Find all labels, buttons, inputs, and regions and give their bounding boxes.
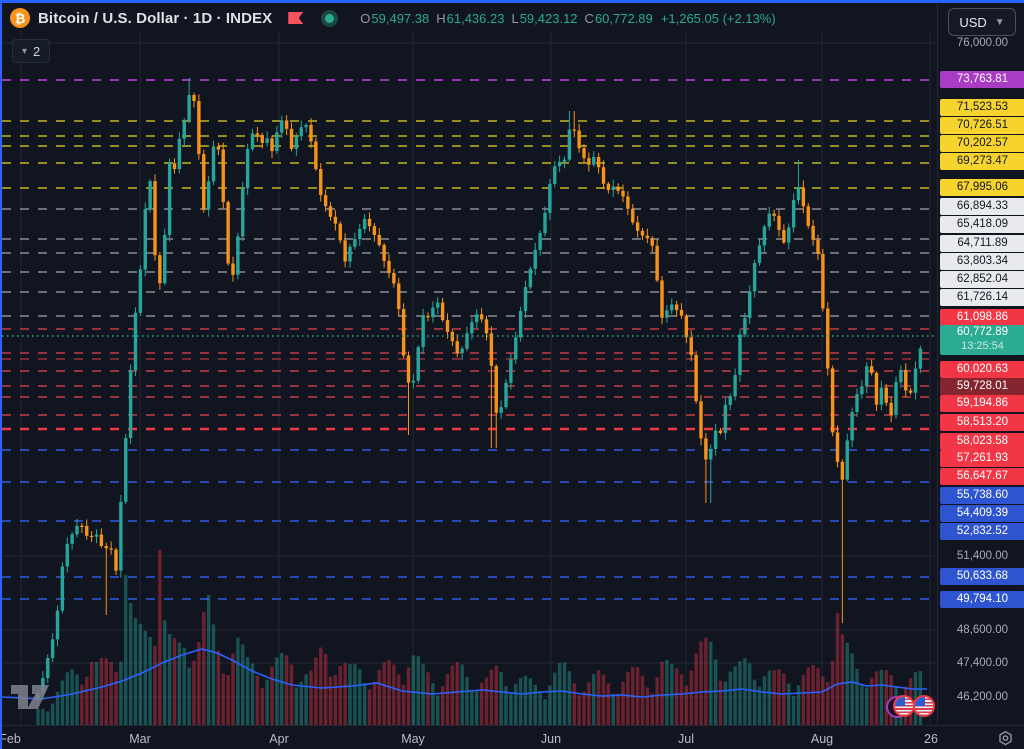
time-axis-label: Jul (678, 732, 694, 746)
price-level-label[interactable]: 66,894.33 (940, 197, 1024, 215)
price-level-label[interactable]: 61,726.14 (940, 288, 1024, 306)
price-level-label[interactable]: 61,098.86 (940, 308, 1024, 326)
price-level-label: 46,200.00 (956, 690, 1009, 703)
price-level-label[interactable]: 70,202.57 (940, 134, 1024, 152)
ohlc-readout: O59,497.38 H61,436.23 L59,423.12 C60,772.89… (360, 11, 775, 26)
price-level-label[interactable]: 58,513.20 (940, 413, 1024, 431)
series-dot-icon[interactable] (321, 9, 339, 27)
time-axis-label: Feb (0, 732, 21, 746)
price-level-label[interactable]: 62,852.04 (940, 270, 1024, 288)
time-axis-label: Jun (540, 732, 562, 746)
price-level-label[interactable]: 63,803.34 (940, 252, 1024, 270)
price-level-label[interactable]: 59,194.86 (940, 394, 1024, 412)
price-level-label[interactable]: 52,832.52 (940, 522, 1024, 540)
price-level-label[interactable]: 56,647.67 (940, 467, 1024, 485)
us-flag-event-icon[interactable] (893, 695, 915, 717)
symbol-toolbar: ₿ Bitcoin / U.S. Dollar · 1D · INDEX O59… (2, 3, 1024, 33)
price-level-label[interactable]: 67,995.06 (940, 178, 1024, 196)
price-level-label[interactable]: 65,418.09 (940, 215, 1024, 233)
currency-selector-button[interactable]: USD ▼ (948, 8, 1016, 36)
price-level-label[interactable]: 69,273.47 (940, 152, 1024, 170)
price-level-label[interactable]: 55,738.60 (940, 486, 1024, 504)
price-level-label[interactable]: 54,409.39 (940, 504, 1024, 522)
price-level-label: 76,000.00 (956, 36, 1009, 49)
price-level-label: 47,400.00 (956, 656, 1009, 669)
bitcoin-logo-icon: ₿ (10, 8, 30, 28)
currency-label: USD (959, 14, 987, 30)
price-level-label[interactable]: 50,633.68 (940, 567, 1024, 585)
price-level-label[interactable]: 70,726.51 (940, 116, 1024, 134)
chevron-down-icon: ▾ (22, 45, 28, 57)
ohlc-value: L59,423.12 (511, 10, 578, 26)
price-level-label[interactable]: 58,023.58 (940, 432, 1024, 450)
tradingview-logo (10, 679, 58, 720)
price-level-label[interactable]: 60,020.63 (940, 360, 1024, 378)
price-level-label[interactable]: 59,728.01 (940, 377, 1024, 395)
time-axis-label: May (401, 732, 425, 746)
objects-count: 2 (33, 43, 41, 59)
time-axis-label: Apr (269, 732, 289, 746)
chevron-down-icon: ▼ (994, 16, 1005, 28)
time-axis-label: Mar (129, 732, 151, 746)
price-level-label[interactable]: 64,711.89 (940, 234, 1024, 252)
time-axis-label: 26 (924, 732, 938, 746)
us-flag-event-icon[interactable] (913, 695, 935, 717)
price-level-label[interactable]: 71,523.53 (940, 98, 1024, 116)
current-price-label[interactable]: 60,772.89 13:25:54 (940, 325, 1024, 355)
price-level-label: 48,600.00 (956, 623, 1009, 636)
economic-events-group[interactable] (886, 694, 956, 720)
price-level-label[interactable]: 73,763.81 (940, 70, 1024, 88)
ohlc-value: C60,772.89 (584, 10, 653, 26)
chart-plot-area[interactable] (2, 3, 937, 725)
time-axis-label: Aug (810, 732, 834, 746)
price-axis[interactable]: 76,000.00 73,763.81 71,523.53 70,726.51 70,2… (937, 3, 1024, 725)
ohlc-value: O59,497.38 (360, 10, 430, 26)
time-axis[interactable]: Feb Mar Apr May Jun Jul Aug 26 (2, 725, 1024, 749)
symbol-title[interactable]: Bitcoin / U.S. Dollar · 1D · INDEX (38, 9, 273, 27)
change-value: +1,265.05 (+2.13%) (660, 10, 776, 26)
price-level-label: 51,400.00 (956, 549, 1009, 562)
price-level-label[interactable]: 49,794.10 (940, 590, 1024, 608)
chart-settings-gear-icon[interactable] (997, 730, 1014, 749)
objects-tree-button[interactable]: ▾ 2 (12, 39, 51, 63)
ohlc-value: H61,436.23 (436, 10, 505, 26)
flag-icon[interactable] (288, 12, 304, 24)
price-level-label[interactable]: 57,261.93 (940, 449, 1024, 467)
countdown-timer: 13:25:54 (961, 340, 1004, 352)
